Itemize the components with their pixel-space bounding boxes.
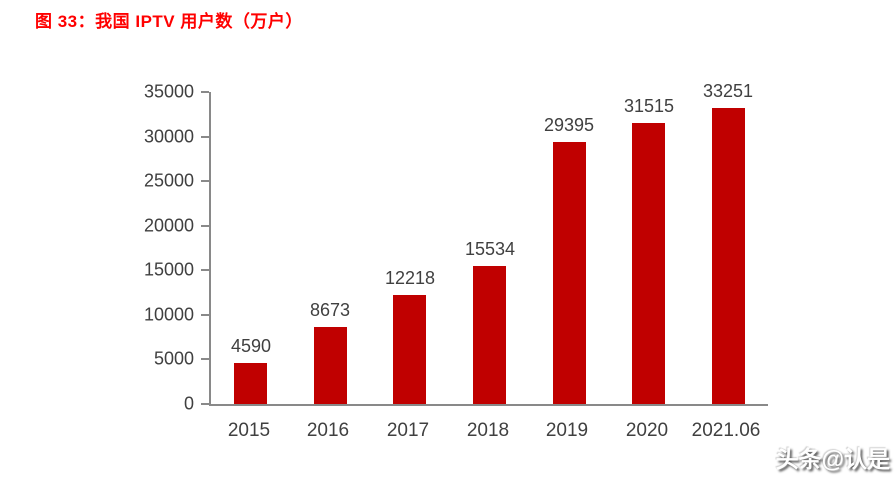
x-axis-tick-label: 2016 <box>306 420 350 441</box>
y-axis-tick-mark <box>201 180 209 183</box>
x-axis-tick-label: 2019 <box>545 420 589 441</box>
bar-value-label: 33251 <box>702 81 754 101</box>
y-axis-tick-mark <box>201 358 209 361</box>
y-axis-tick-label: 15000 <box>143 259 194 280</box>
x-axis-tick-label: 2021.06 <box>691 420 761 441</box>
y-axis-tick-label: 10000 <box>143 304 194 325</box>
bar-value-label: 4590 <box>230 336 272 356</box>
y-axis-tick-label: 5000 <box>153 348 194 369</box>
y-axis-tick-label: 0 <box>183 393 194 414</box>
y-axis-tick-label: 30000 <box>143 126 194 147</box>
y-axis-tick-mark <box>201 135 209 138</box>
y-axis-tick-label: 20000 <box>143 215 194 236</box>
y-axis-tick-mark <box>201 224 209 227</box>
x-axis-tick-label: 2020 <box>625 420 669 441</box>
plot-area: 4590 8673 12218 15534 29395 31515 33251 <box>209 81 768 406</box>
bar-value-label: 31515 <box>623 96 675 116</box>
bar-2016 <box>314 327 347 404</box>
y-axis-tick-mark <box>201 313 209 316</box>
bar-2021.06 <box>712 108 745 404</box>
y-axis-tick-label: 35000 <box>143 81 194 102</box>
bar-2015 <box>234 363 267 404</box>
bar-2018 <box>473 266 506 404</box>
x-axis-tick-label: 2018 <box>466 420 510 441</box>
bar-2019 <box>553 142 586 404</box>
bar-2017 <box>393 295 426 404</box>
bar-value-label: 15534 <box>464 239 516 259</box>
bar-value-label: 29395 <box>543 115 595 135</box>
chart-title: 图 33：我国 IPTV 用户数（万户） <box>35 12 303 31</box>
bar-2020 <box>632 123 665 404</box>
x-axis-tick-label: 2015 <box>227 420 271 441</box>
y-axis-tick-mark <box>201 91 209 93</box>
bar-value-label: 12218 <box>384 268 436 288</box>
y-axis-tick-mark <box>201 403 209 405</box>
y-axis-tick-mark <box>201 269 209 272</box>
x-axis-tick-label: 2017 <box>386 420 430 441</box>
y-axis-tick-label: 25000 <box>143 170 194 191</box>
bar-value-label: 8673 <box>309 300 351 320</box>
watermark: 头条@认是 <box>775 446 890 472</box>
